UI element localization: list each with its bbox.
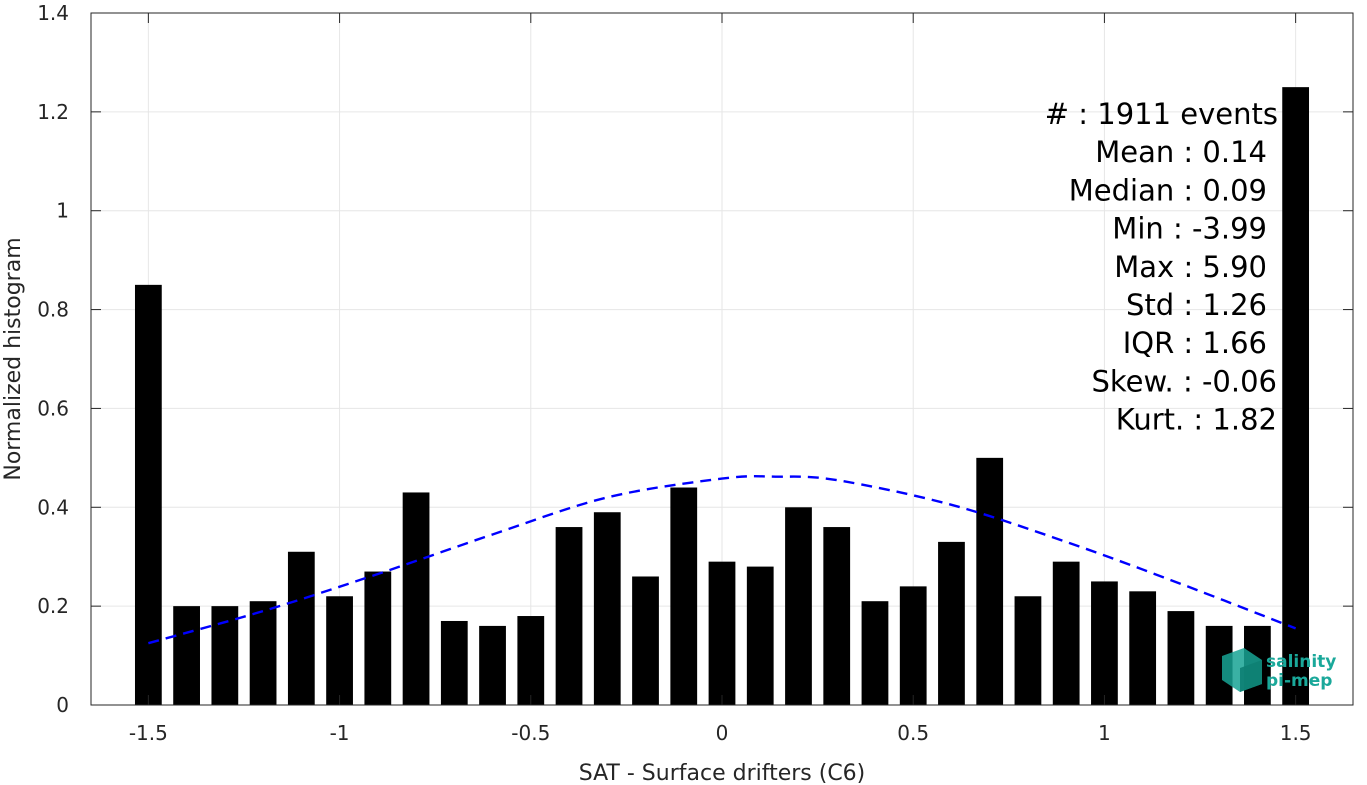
y-tick-label: 1.2 [37, 100, 69, 124]
x-axis-label: SAT - Surface drifters (C6) [579, 761, 866, 785]
axis-ticks [91, 12, 1353, 706]
stat-min: Min : -3.99 [1112, 212, 1267, 246]
histogram-bar [976, 457, 1004, 705]
histogram-bar [1282, 87, 1310, 705]
histogram-bar [249, 601, 277, 705]
x-tick-labels: -1.5 -1 -0.5 0 0.5 1 1.5 [129, 721, 1312, 745]
histogram-bar [823, 527, 851, 705]
x-tick-label: 1 [1098, 721, 1111, 745]
histogram-bar [1167, 611, 1195, 705]
x-tick-label: 0.5 [897, 721, 929, 745]
histogram-bar [479, 625, 506, 705]
y-tick-label: 1.4 [37, 1, 69, 25]
y-tick-labels: 0 0.2 0.4 0.6 0.8 1 1.2 1.4 [37, 1, 69, 717]
stat-mean: Mean : 0.14 [1095, 135, 1267, 169]
histogram-bar [173, 606, 200, 705]
histogram-bar [326, 596, 353, 705]
x-tick-label: 1.5 [1280, 721, 1312, 745]
x-tick-label: -1 [330, 721, 350, 745]
grid-lines [91, 12, 1353, 706]
x-tick-label: 0 [716, 721, 729, 745]
fit-curve [148, 475, 1297, 645]
histogram-bar [708, 561, 736, 705]
histogram-bar [517, 616, 545, 705]
stat-max: Max : 5.90 [1114, 250, 1267, 284]
histogram-bar [785, 507, 812, 705]
histogram-bar [287, 551, 315, 705]
x-tick-label: -1.5 [129, 721, 168, 745]
y-tick-label: 0.8 [37, 298, 69, 322]
histogram-bar [670, 487, 698, 705]
y-axis-label: Normalized histogram [1, 237, 26, 480]
histogram-bar [593, 512, 621, 705]
stat-kurt: Kurt. : 1.82 [1116, 403, 1277, 437]
histogram-bar [1014, 596, 1042, 705]
histogram-bar [746, 566, 774, 705]
histogram-bar [364, 571, 392, 705]
stat-median: Median : 0.09 [1069, 173, 1267, 207]
stat-events: # : 1911 events [1045, 97, 1278, 131]
logo-line1: salinity [1266, 652, 1336, 672]
histogram-bar [440, 620, 468, 705]
stat-std: Std : 1.26 [1126, 288, 1267, 322]
histogram-bar [1052, 561, 1080, 705]
salinity-pimep-logo: salinity pi-mep [1222, 648, 1336, 692]
histogram-bar [899, 586, 927, 705]
histogram-bar [1091, 581, 1118, 705]
bars [134, 87, 1310, 705]
y-tick-label: 0 [56, 693, 69, 717]
logo-line2: pi-mep [1266, 671, 1332, 691]
logo-cube-shade [1240, 660, 1262, 692]
stat-iqr: IQR : 1.66 [1123, 326, 1267, 360]
histogram-bar [555, 527, 583, 705]
y-tick-label: 0.6 [37, 396, 69, 420]
histogram-bar [861, 601, 889, 705]
histogram-bar [1129, 591, 1157, 705]
histogram-bar [134, 284, 162, 705]
y-tick-label: 0.4 [37, 495, 69, 519]
histogram-bar [632, 576, 659, 705]
y-tick-label: 1 [56, 199, 69, 223]
stats-box: # : 1911 events Mean : 0.14 Median : 0.0… [1045, 97, 1278, 437]
y-tick-label: 0.2 [37, 594, 69, 618]
x-tick-label: -0.5 [511, 721, 550, 745]
histogram-bar [402, 492, 430, 705]
stat-skew: Skew. : -0.06 [1091, 364, 1277, 398]
histogram-bar [938, 541, 965, 705]
